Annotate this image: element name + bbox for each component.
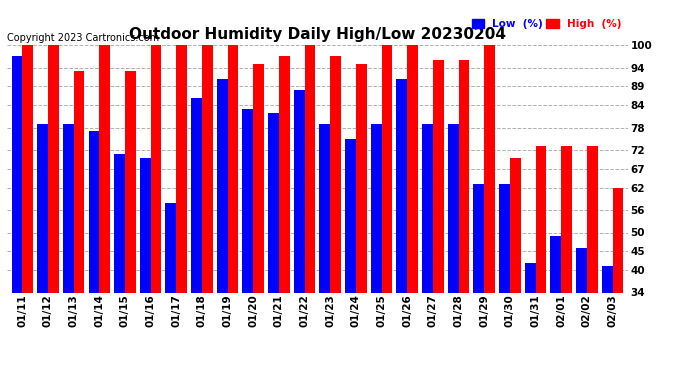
Bar (484, 45, 495, 375)
Bar (294, 90, 304, 375)
Bar (304, 45, 315, 375)
Bar (202, 45, 213, 375)
Bar (459, 60, 469, 375)
Bar (433, 60, 444, 375)
Bar (551, 236, 561, 375)
Bar (228, 45, 238, 375)
Bar (279, 56, 290, 375)
Bar (499, 184, 510, 375)
Bar (48, 45, 59, 375)
Bar (166, 202, 176, 375)
Bar (510, 158, 521, 375)
Bar (74, 71, 84, 375)
Bar (22, 45, 33, 375)
Bar (12, 56, 22, 375)
Bar (217, 79, 228, 375)
Bar (613, 188, 623, 375)
Bar (561, 146, 572, 375)
Bar (63, 124, 74, 375)
Bar (268, 112, 279, 375)
Bar (125, 71, 136, 375)
Bar (576, 248, 586, 375)
Bar (473, 184, 484, 375)
Bar (331, 56, 341, 375)
Bar (407, 45, 418, 375)
Title: Outdoor Humidity Daily High/Low 20230204: Outdoor Humidity Daily High/Low 20230204 (129, 27, 506, 42)
Bar (397, 79, 407, 375)
Bar (448, 124, 459, 375)
Bar (242, 109, 253, 375)
Legend: Low  (%), High  (%): Low (%), High (%) (471, 18, 622, 30)
Bar (253, 64, 264, 375)
Bar (586, 146, 598, 375)
Bar (176, 45, 187, 375)
Bar (319, 124, 331, 375)
Bar (382, 45, 393, 375)
Bar (37, 124, 48, 375)
Bar (99, 45, 110, 375)
Bar (345, 139, 356, 375)
Bar (602, 266, 613, 375)
Text: Copyright 2023 Cartronics.com: Copyright 2023 Cartronics.com (7, 33, 159, 42)
Bar (535, 146, 546, 375)
Bar (422, 124, 433, 375)
Bar (356, 64, 366, 375)
Bar (524, 262, 535, 375)
Bar (150, 45, 161, 375)
Bar (191, 98, 202, 375)
Bar (114, 154, 125, 375)
Bar (371, 124, 382, 375)
Bar (140, 158, 150, 375)
Bar (88, 131, 99, 375)
